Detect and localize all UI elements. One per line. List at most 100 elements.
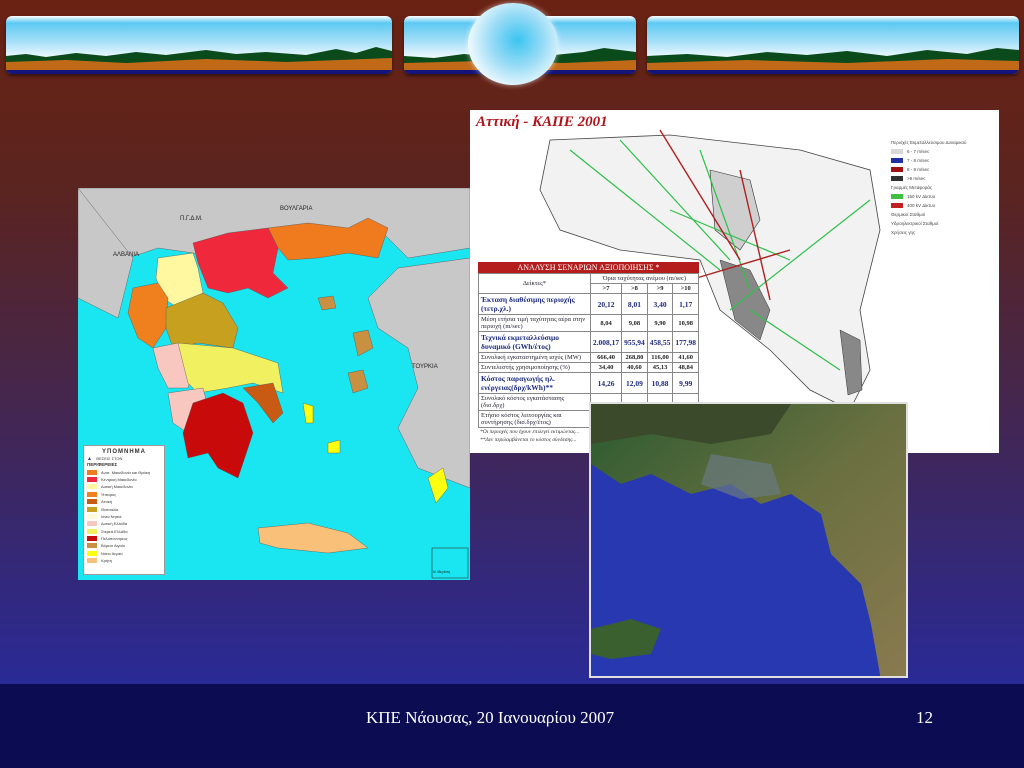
table-cell: 116,00: [646, 352, 674, 363]
table-cell: 177,98: [672, 331, 699, 353]
table-cell: 666,40: [589, 352, 623, 363]
row-label: Μέση ετήσια τιμή ταχύτητας αέρα στην περ…: [478, 314, 591, 332]
legend-swatch: [87, 543, 97, 549]
legend-region: Δυτική Ελλάδα: [87, 520, 161, 527]
legend-region: Ήπειρος: [87, 491, 161, 498]
legend-region: Ιόνια Νησιά: [87, 513, 161, 520]
table-row: Συνολική εγκαταστημένη ισχύς (MW) 666,40 2…: [478, 352, 699, 363]
legend-region: Κεντρική Μακεδονία: [87, 476, 161, 483]
table-row: Τεχνικά εκμεταλλεύσιμο δυναμικό (GWh/έτο…: [478, 331, 699, 353]
legend-item: 8 - 9 m/sec: [891, 165, 995, 174]
legend-item: Υδροηλεκτρικοί Σταθμοί: [891, 219, 995, 228]
legend-swatch: [891, 167, 903, 172]
table-title: ΑΝΑΛΥΣΗ ΣΕΝΑΡΙΩΝ ΑΞΙΟΠΟΙΗΣΗΣ *: [478, 262, 699, 273]
legend-region: Ανατ. Μακεδονία και Θράκη: [87, 468, 161, 475]
threshold-header: >9: [646, 283, 674, 294]
header-banner-left: [6, 16, 392, 74]
table-cell: 40,60: [621, 362, 648, 373]
table-cell: 41,60: [672, 352, 699, 363]
legend-region: Πελοπόννησος: [87, 535, 161, 542]
country-label: ΒΟΥΛΓΑΡΙΑ: [280, 206, 313, 212]
legend-region: Βόρειο Αιγαίο: [87, 542, 161, 549]
legend-label: Ήπειρος: [101, 491, 117, 497]
legend-item: Χρήσεις γης: [891, 228, 995, 237]
legend-swatch: [87, 506, 97, 512]
legend-label: Υδροηλεκτρικοί Σταθμοί: [891, 221, 939, 226]
legend-swatch: [87, 484, 97, 490]
legend-region: Θεσσαλία: [87, 505, 161, 512]
legend-label: 150 kV Δίκτυο: [907, 194, 936, 199]
legend-swatch: [87, 513, 97, 519]
table-cell: 14,26: [589, 372, 623, 394]
legend-item: 150 kV Δίκτυο: [891, 192, 995, 201]
table-cell: 10,98: [672, 314, 699, 332]
map-legend: ΥΠΟΜΝΗΜΑ ▲ ΘΕΣΕΙΣ ΣΤΟΝ ΠΕΡΙΦΕΡΕΙΕΣ Ανατ. …: [83, 445, 165, 575]
group-header: Όρια ταχύτητας ανέμου (m/sec): [589, 273, 700, 284]
legend-swatch: [87, 528, 97, 534]
legend-label: Δυτική Ελλάδα: [101, 521, 128, 527]
table-row: Συντελεστής χρησιμοποίησης (%) 34,40 40,60…: [478, 362, 699, 373]
legend-swatch: [891, 149, 903, 154]
legend-swatch: [87, 491, 97, 497]
attica-legend: Περιοχές Εκμεταλλεύσιμου Δυναμικού 6 - 7 …: [891, 138, 995, 237]
slide-footer: [0, 684, 1024, 768]
inset-label: Ν. Μεγίστη: [433, 570, 450, 574]
legend-item: Περιοχές Εκμεταλλεύσιμου Δυναμικού: [891, 138, 995, 147]
country-label: Π.Γ.Δ.Μ.: [180, 216, 203, 222]
legend-region: Νότιο Αιγαίο: [87, 550, 161, 557]
table-cell: 12,09: [621, 372, 648, 394]
country-label: ΤΟΥΡΚΙΑ: [412, 364, 438, 370]
legend-item: 7 - 8 m/sec: [891, 156, 995, 165]
legend-item: >9 m/sec: [891, 174, 995, 183]
legend-label: Θερμικοί Σταθμοί: [891, 212, 926, 217]
legend-label: 400 kV Δίκτυο: [907, 203, 936, 208]
legend-label: Θεσσαλία: [101, 506, 119, 512]
legend-stations: ▲ ΘΕΣΕΙΣ ΣΤΟΝ: [87, 455, 123, 462]
table-cell: 34,40: [589, 362, 623, 373]
legend-item: 6 - 7 m/sec: [891, 147, 995, 156]
legend-swatch: [891, 194, 903, 199]
legend-label: Δυτική Μακεδονία: [101, 484, 133, 490]
legend-label: Περιοχές Εκμεταλλεύσιμου Δυναμικού: [891, 140, 967, 145]
legend-title: ΥΠΟΜΝΗΜΑ: [102, 449, 146, 455]
table-cell: 45,13: [646, 362, 674, 373]
table-cell: 8,04: [589, 314, 623, 332]
footer-text: ΚΠΕ Νάουσας, 20 Ιανουαρίου 2007: [366, 708, 615, 727]
legend-swatch: [87, 521, 97, 527]
row-label: Συνολικό κόστος εγκατάστασης (δισ.δρχ): [478, 393, 591, 411]
legend-subtitle: ΠΕΡΙΦΕΡΕΙΕΣ: [87, 462, 118, 468]
table-row: Μέση ετήσια τιμή ταχύτητας αέρα στην περ…: [478, 314, 699, 332]
table-cell: 20,12: [589, 293, 623, 315]
table-note: *Οι περιοχές που έχουν επιλεγεί εκτιμώντ…: [480, 429, 580, 435]
greece-regions-map: Π.Γ.Δ.Μ. ΑΛΒΑΝΙΑ ΒΟΥΛΓΑΡΙΑ ΤΟΥΡΚΙΑ Ν. Με…: [78, 188, 470, 580]
threshold-header: >7: [589, 283, 623, 294]
legend-swatch: [87, 499, 97, 505]
row-label: Τεχνικά εκμεταλλεύσιμο δυναμικό (GWh/έτο…: [478, 331, 591, 353]
triangle-icon: ▲: [87, 455, 92, 462]
legend-label: Πελοπόννησος: [101, 536, 128, 542]
legend-region: Στερεά Ελλάδα: [87, 528, 161, 535]
legend-item: Γραμμές Μεταφοράς: [891, 183, 995, 192]
country-label: ΑΛΒΑΝΙΑ: [113, 252, 140, 258]
satellite-image: [589, 402, 908, 678]
table-cell: 9,08: [621, 314, 648, 332]
legend-label: 6 - 7 m/sec: [907, 149, 930, 154]
table-cell: 268,80: [621, 352, 648, 363]
legend-region: Κρήτη: [87, 557, 161, 564]
legend-item: Θερμικοί Σταθμοί: [891, 210, 995, 219]
legend-swatch: [87, 469, 97, 475]
legend-swatch: [87, 476, 97, 482]
row-label: Συνολική εγκαταστημένη ισχύς (MW): [478, 352, 591, 363]
table-cell: 3,40: [646, 293, 674, 315]
legend-swatch: [87, 536, 97, 542]
threshold-header: >10: [672, 283, 699, 294]
header-banner-right: [647, 16, 1019, 74]
map-title: Αττική - ΚΑΠΕ 2001: [476, 114, 608, 130]
legend-region: Αττική: [87, 498, 161, 505]
column-header: Δείκτες*: [478, 273, 591, 294]
table-row: Κόστος παραγωγής ηλ. ενέργειας(δρχ/kWh)*…: [478, 372, 699, 394]
attica-wind-map: Αττική - ΚΑΠΕ 2001 Περιοχές Εκμεταλλεύσι…: [470, 110, 999, 453]
legend-label: Χρήσεις γης: [891, 230, 916, 235]
row-label: Ετήσιο κόστος λειτουργίας και συντήρησης…: [478, 410, 591, 428]
legend-label: Βόρειο Αιγαίο: [101, 543, 125, 549]
